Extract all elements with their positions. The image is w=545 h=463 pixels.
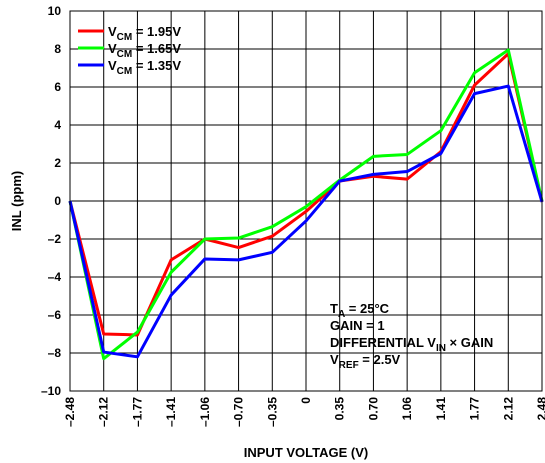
- annotation-line: DIFFERENTIAL VIN × GAIN: [330, 335, 493, 354]
- annotation-line: TA = 25°C: [330, 301, 390, 320]
- x-tick-label: 2.48: [535, 397, 545, 421]
- x-tick-label: 1.06: [400, 397, 414, 421]
- x-tick-label: 2.12: [501, 397, 515, 421]
- x-tick-label: 0: [299, 397, 313, 404]
- y-tick-label: 10: [48, 4, 62, 18]
- x-tick-label: 1.77: [468, 397, 482, 421]
- y-tick-label: 2: [54, 156, 61, 170]
- x-tick-label: –2.12: [97, 397, 111, 427]
- plot-frame: [69, 10, 543, 392]
- series-line: [68, 48, 544, 361]
- x-tick-label: 0.35: [333, 397, 347, 421]
- y-tick-label: 0: [54, 194, 61, 208]
- legend-label: VCM = 1.95V: [108, 24, 181, 43]
- y-tick-label: 4: [54, 118, 61, 132]
- x-tick-label: 0.70: [366, 397, 380, 421]
- y-tick-label: –8: [48, 346, 62, 360]
- x-tick-label: –1.06: [198, 397, 212, 427]
- x-tick-label: –0.70: [232, 397, 246, 427]
- legend-label: VCM = 1.35V: [108, 58, 181, 77]
- legend-label: VCM = 1.65V: [108, 41, 181, 60]
- x-tick-labels: –2.48 –2.12 –1.77 –1.41 –1.06 –0.70 –0.35 0 0.35…: [63, 397, 545, 427]
- x-tick-label: –1.77: [130, 397, 144, 427]
- series-line: [68, 84, 544, 359]
- x-tick-label: –1.41: [164, 397, 178, 427]
- y-axis-label: INL (ppm): [9, 171, 24, 231]
- y-tick-label: 6: [54, 80, 61, 94]
- y-tick-label: –2: [48, 232, 62, 246]
- x-tick-label: 1.41: [434, 397, 448, 421]
- y-tick-label: –4: [48, 270, 62, 284]
- y-tick-label: –10: [41, 384, 61, 398]
- x-tick-label: –2.48: [63, 397, 77, 427]
- y-tick-label: –6: [48, 308, 62, 322]
- annotation-line: GAIN = 1: [330, 318, 385, 333]
- x-axis-label: INPUT VOLTAGE (V): [244, 445, 368, 460]
- annotation-line: VREF = 2.5V: [330, 352, 401, 371]
- x-tick-label: –0.35: [265, 397, 279, 427]
- series-lines: [68, 48, 544, 361]
- y-tick-labels: –10 –8 –6 –4 –2 0 2 4 6 8 10: [41, 4, 61, 398]
- y-tick-label: 8: [54, 42, 61, 56]
